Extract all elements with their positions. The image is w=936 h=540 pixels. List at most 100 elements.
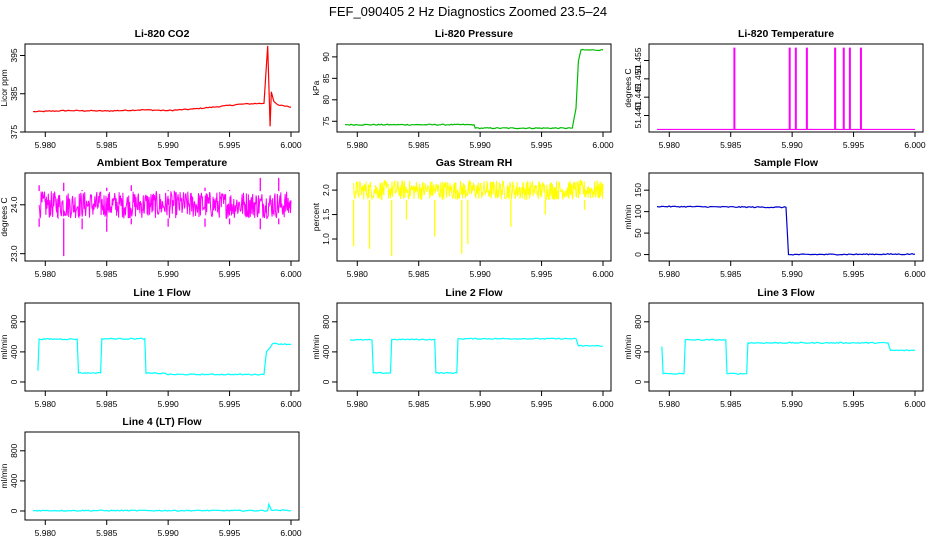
y-tick-label: 0 xyxy=(9,508,19,513)
x-tick-label: 5.985 xyxy=(720,140,742,150)
x-tick-label: 5.990 xyxy=(782,140,804,150)
plot-frame xyxy=(336,302,612,392)
y-tick-label: 150 xyxy=(633,183,643,197)
x-tick-label: 5.990 xyxy=(158,399,180,409)
y-tick-label: 800 xyxy=(321,314,331,328)
plot-frame xyxy=(336,172,612,262)
x-tick-label: 5.985 xyxy=(96,269,118,279)
x-tick-label: 5.990 xyxy=(470,399,492,409)
series-layer xyxy=(657,47,915,131)
y-tick-label: 400 xyxy=(9,474,19,488)
y-tick-label: 375 xyxy=(9,125,19,139)
x-tick-label: 5.980 xyxy=(347,269,369,279)
y-tick-label: 51.440 xyxy=(633,102,643,128)
y-tick-label: 24.0 xyxy=(9,196,19,213)
y-tick-label: 385 xyxy=(9,86,19,100)
x-tick-label: 6.000 xyxy=(280,140,302,150)
chart-title: Line 2 Flow xyxy=(445,287,503,299)
y-tick-label: 395 xyxy=(9,48,19,62)
y-tick-label: 0 xyxy=(633,252,643,257)
chart-title: Li-820 Temperature xyxy=(738,28,834,40)
series-layer xyxy=(352,178,604,257)
series-layer xyxy=(345,48,604,130)
y-tick-label: 51.450 xyxy=(633,66,643,92)
y-tick-label: 51.455 xyxy=(633,47,643,73)
x-tick-label: 5.985 xyxy=(408,399,430,409)
x-tick-label: 6.000 xyxy=(280,399,302,409)
x-tick-label: 5.985 xyxy=(96,399,118,409)
x-tick-label: 5.990 xyxy=(158,269,180,279)
chart-title: Gas Stream RH xyxy=(436,157,512,169)
y-axis-label: ml/min xyxy=(0,463,9,488)
series-line xyxy=(32,502,292,512)
y-axis-label: degrees C xyxy=(623,68,633,107)
series-line xyxy=(353,178,604,201)
x-tick-label: 5.995 xyxy=(531,269,553,279)
x-tick-label: 5.995 xyxy=(843,399,865,409)
chart-panel-8: Line 2 Flow ml/min 5.980 5.985 5.990 5.995 6.0… xyxy=(311,287,614,409)
x-tick-label: 5.985 xyxy=(720,399,742,409)
y-tick-label: 23.0 xyxy=(9,245,19,262)
y-axis-label: degrees C xyxy=(0,197,9,236)
y-tick-label: 400 xyxy=(633,345,643,359)
x-tick-label: 5.995 xyxy=(531,140,553,150)
x-tick-label: 5.990 xyxy=(158,528,180,538)
chart-panel-6: Sample Flow ml/min 5.980 5.985 5.990 5.995 6.0… xyxy=(623,157,926,279)
y-tick-label: 2.0 xyxy=(321,184,331,196)
y-tick-label: 100 xyxy=(633,204,643,218)
chart-panel-10: Line 4 (LT) Flow ml/min 5.980 5.985 5.990 5.9… xyxy=(0,416,302,538)
y-tick-label: 1.0 xyxy=(321,233,331,245)
x-tick-label: 5.995 xyxy=(219,140,241,150)
y-tick-label: 400 xyxy=(321,345,331,359)
x-tick-label: 6.000 xyxy=(904,399,926,409)
plot-frame xyxy=(648,302,924,392)
chart-panel-9: Line 3 Flow ml/min 5.980 5.985 5.990 5.995 6.0… xyxy=(623,287,926,409)
series-layer xyxy=(349,337,604,375)
series-line xyxy=(661,338,916,375)
series-line xyxy=(349,337,604,375)
x-tick-label: 5.990 xyxy=(470,269,492,279)
x-tick-label: 6.000 xyxy=(904,140,926,150)
series-line xyxy=(656,205,916,256)
y-axis-label: ml/min xyxy=(623,334,633,359)
x-tick-label: 5.990 xyxy=(158,140,180,150)
y-axis-label: ml/min xyxy=(0,334,9,359)
y-tick-label: 85 xyxy=(321,73,331,83)
chart-title: Li-820 CO2 xyxy=(135,28,190,40)
series-line xyxy=(32,45,291,127)
chart-panel-2: Li-820 Pressure kPa 5.980 5.985 5.990 5.995 6.… xyxy=(311,28,614,150)
x-tick-label: 5.985 xyxy=(720,269,742,279)
y-tick-label: 400 xyxy=(9,345,19,359)
plot-frame xyxy=(24,302,300,392)
y-tick-label: 800 xyxy=(9,443,19,457)
x-tick-label: 5.995 xyxy=(843,140,865,150)
plot-frame xyxy=(24,43,300,133)
y-tick-label: 800 xyxy=(9,314,19,328)
plot-frame xyxy=(648,43,924,133)
y-axis-label: ml/min xyxy=(311,334,321,359)
chart-panel-7: Line 1 Flow ml/min 5.980 5.985 5.990 5.995 6.0… xyxy=(0,287,302,409)
x-tick-label: 5.980 xyxy=(35,528,57,538)
chart-title: Line 3 Flow xyxy=(757,287,815,299)
y-tick-label: 90 xyxy=(321,52,331,62)
series-layer xyxy=(32,502,292,512)
x-tick-label: 5.995 xyxy=(219,399,241,409)
chart-title: Li-820 Pressure xyxy=(435,28,513,40)
chart-title: Sample Flow xyxy=(754,157,819,169)
chart-panel-3: Li-820 Temperature degrees C 5.980 5.985 5.9… xyxy=(623,28,926,150)
series-line xyxy=(37,337,291,376)
x-tick-label: 5.995 xyxy=(843,269,865,279)
x-tick-label: 5.980 xyxy=(659,140,681,150)
chart-panel-4: Ambient Box Temperature degrees C 5.980 5.9… xyxy=(0,157,302,279)
x-tick-label: 6.000 xyxy=(280,269,302,279)
plot-frame xyxy=(336,43,612,133)
x-tick-label: 6.000 xyxy=(904,269,926,279)
x-tick-label: 5.985 xyxy=(408,269,430,279)
plot-frame xyxy=(24,431,300,521)
x-tick-label: 6.000 xyxy=(592,140,614,150)
y-axis-label: ml/min xyxy=(623,204,633,229)
y-axis-label: Licor ppm xyxy=(0,69,9,106)
y-tick-label: 800 xyxy=(633,314,643,328)
y-axis-label: percent xyxy=(311,202,321,231)
